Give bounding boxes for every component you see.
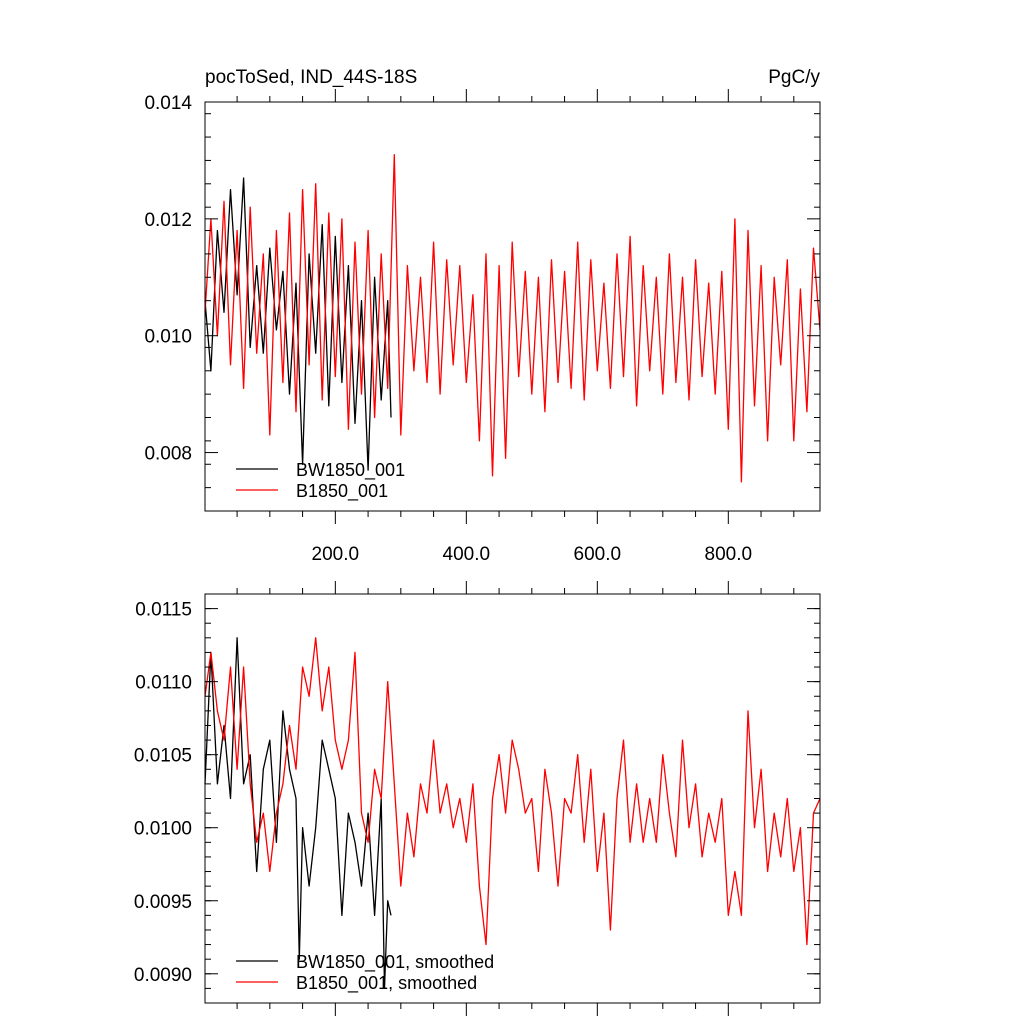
legend-label: BW1850_001 bbox=[296, 460, 405, 481]
bottom-panel-series bbox=[204, 637, 821, 990]
top-panel-legend: BW1850_001 B1850_001 bbox=[236, 460, 405, 502]
y-tick-label: 0.012 bbox=[144, 210, 192, 231]
y-tick-label: 0.0105 bbox=[134, 746, 192, 767]
top-panel-frame bbox=[204, 101, 821, 512]
y-tick-label: 0.0100 bbox=[134, 819, 192, 840]
y-tick-label: 0.008 bbox=[144, 444, 192, 465]
y-tick-label: 0.0115 bbox=[135, 600, 192, 621]
y-tick-label: 0.014 bbox=[144, 93, 192, 114]
x-tick-label: 600.0 bbox=[574, 544, 622, 565]
top-panel: pocToSed, IND_44S-18S PgC/y 0.0080.0100.… bbox=[144, 67, 821, 565]
y-tick-label: 0.0090 bbox=[134, 965, 192, 986]
legend-label: B1850_001 bbox=[296, 481, 388, 502]
y-tick-label: 0.0110 bbox=[135, 673, 192, 694]
series-line bbox=[204, 153, 821, 483]
bottom-panel-ticks: 0.0090 0.0095 0.0100 0.0105 0.0110 0.0115 bbox=[134, 581, 820, 1016]
bottom-panel-legend: BW1850_001, smoothed B1850_001, smoothed bbox=[236, 952, 494, 994]
y-tick-label: 0.0095 bbox=[134, 892, 192, 913]
y-tick-label: 0.010 bbox=[144, 327, 192, 348]
x-tick-label: 800.0 bbox=[705, 544, 753, 565]
top-panel-ticks: 0.008 0.010 0.012 0.014 200.0 400.0 600.0 800.0 bbox=[144, 89, 820, 565]
legend-label: BW1850_001, smoothed bbox=[296, 952, 494, 973]
top-panel-title: pocToSed, IND_44S-18S bbox=[205, 67, 417, 88]
top-panel-series bbox=[204, 153, 821, 483]
bottom-panel: 0.0090 0.0095 0.0100 0.0105 0.0110 0.0115 BW1… bbox=[134, 581, 821, 1016]
top-panel-units: PgC/y bbox=[768, 67, 820, 88]
legend-label: B1850_001, smoothed bbox=[296, 973, 477, 994]
series-line bbox=[204, 177, 392, 471]
series-line bbox=[204, 637, 821, 946]
series-line bbox=[204, 637, 392, 990]
x-tick-label: 400.0 bbox=[443, 544, 491, 565]
x-tick-label: 200.0 bbox=[312, 544, 360, 565]
